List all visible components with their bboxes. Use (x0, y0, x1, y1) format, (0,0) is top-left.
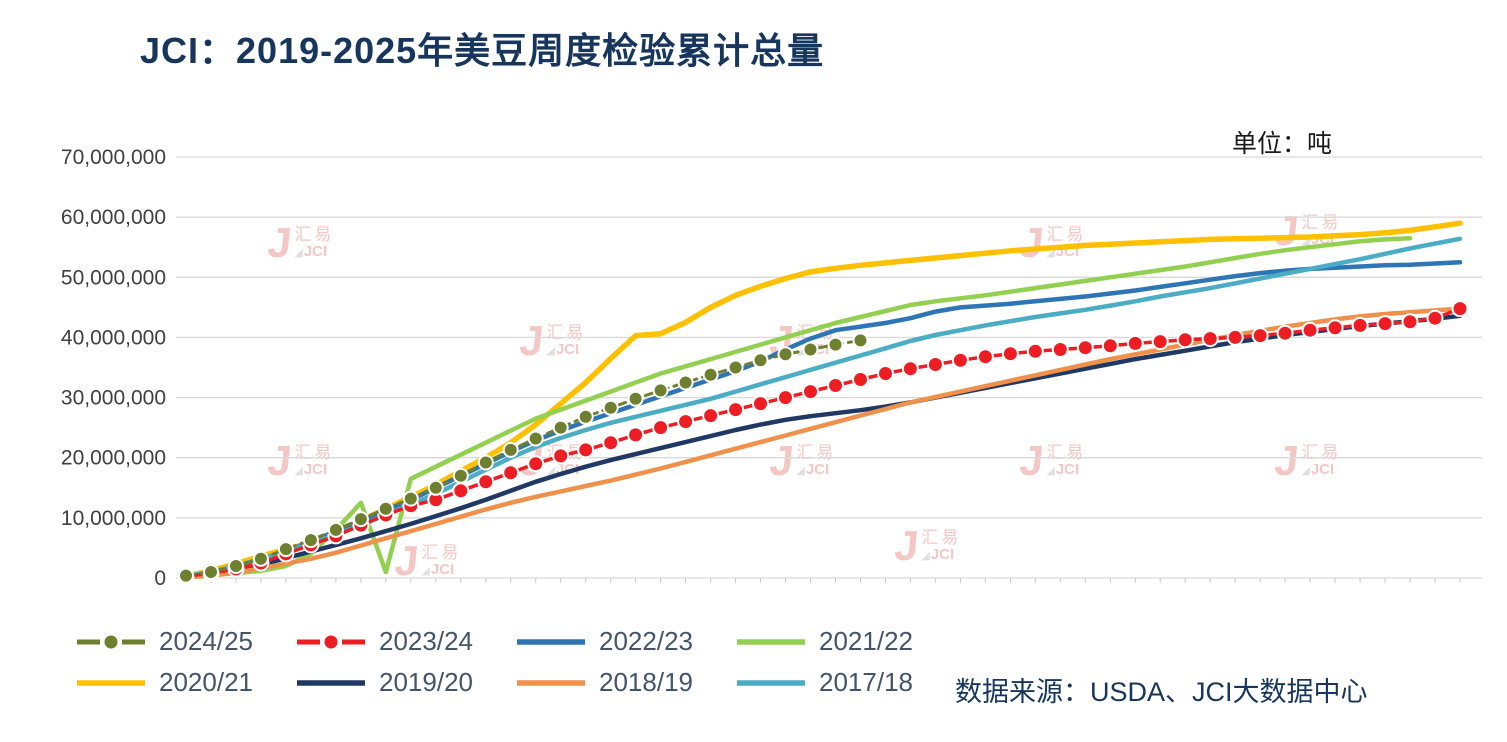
source-note: 数据来源：USDA、JCI大数据中心 (955, 677, 1368, 707)
legend-label: 2017/18 (819, 667, 913, 697)
legend-item-2022-23: 2022/23 (515, 626, 735, 657)
legend-label: 2018/19 (599, 667, 693, 697)
chart-legend: 2024/25 2023/24 2022/23 2021/22 2020/21 2019/… (75, 626, 955, 698)
legend-label: 2024/25 (159, 626, 253, 656)
legend-row: 2024/25 2023/24 2022/23 2021/22 (75, 626, 955, 657)
legend-item-2018-19: 2018/19 (515, 667, 735, 698)
svg-text:0: 0 (154, 567, 166, 590)
svg-text:30,000,000: 30,000,000 (61, 387, 166, 410)
line-chart: 0 10,000,000 20,000,000 30,000,000 40,000,00… (61, 146, 1482, 590)
legend-swatch-icon (737, 638, 805, 645)
legend-label: 2023/24 (379, 626, 473, 656)
legend-row: 2020/21 2019/20 2018/19 2017/18 (75, 667, 955, 698)
legend-swatch-icon (517, 679, 585, 686)
legend-label: 2019/20 (379, 667, 473, 697)
chart-area: J汇易◢JCIJ汇易◢JCIJ汇易◢JCIJ汇易◢JCIJ汇易◢JCIJ汇易◢J… (61, 146, 1482, 590)
legend-label: 2021/22 (819, 626, 913, 656)
legend-swatch-icon (297, 679, 365, 686)
legend-item-2021-22: 2021/22 (735, 626, 955, 657)
unit-label: 单位：吨 (1232, 130, 1333, 158)
svg-text:20,000,000: 20,000,000 (61, 447, 166, 470)
legend-item-2019-20: 2019/20 (295, 667, 515, 698)
legend-label: 2020/21 (159, 667, 253, 697)
chart-title: JCI：2019-2025年美豆周度检验累计总量 (140, 30, 825, 71)
legend-swatch-icon (77, 633, 145, 650)
svg-text:50,000,000: 50,000,000 (61, 266, 166, 289)
legend-swatch-icon (77, 679, 145, 686)
legend-swatch-icon (517, 638, 585, 645)
svg-text:10,000,000: 10,000,000 (61, 507, 166, 530)
legend-item-2023-24: 2023/24 (295, 626, 515, 657)
svg-text:60,000,000: 60,000,000 (61, 206, 166, 229)
legend-swatch-icon (737, 679, 805, 686)
svg-text:70,000,000: 70,000,000 (61, 146, 166, 169)
legend-item-2017-18: 2017/18 (735, 667, 955, 698)
legend-item-2024-25: 2024/25 (75, 626, 295, 657)
legend-label: 2022/23 (599, 626, 693, 656)
legend-swatch-icon (297, 633, 365, 650)
svg-text:40,000,000: 40,000,000 (61, 326, 166, 349)
legend-item-2020-21: 2020/21 (75, 667, 295, 698)
